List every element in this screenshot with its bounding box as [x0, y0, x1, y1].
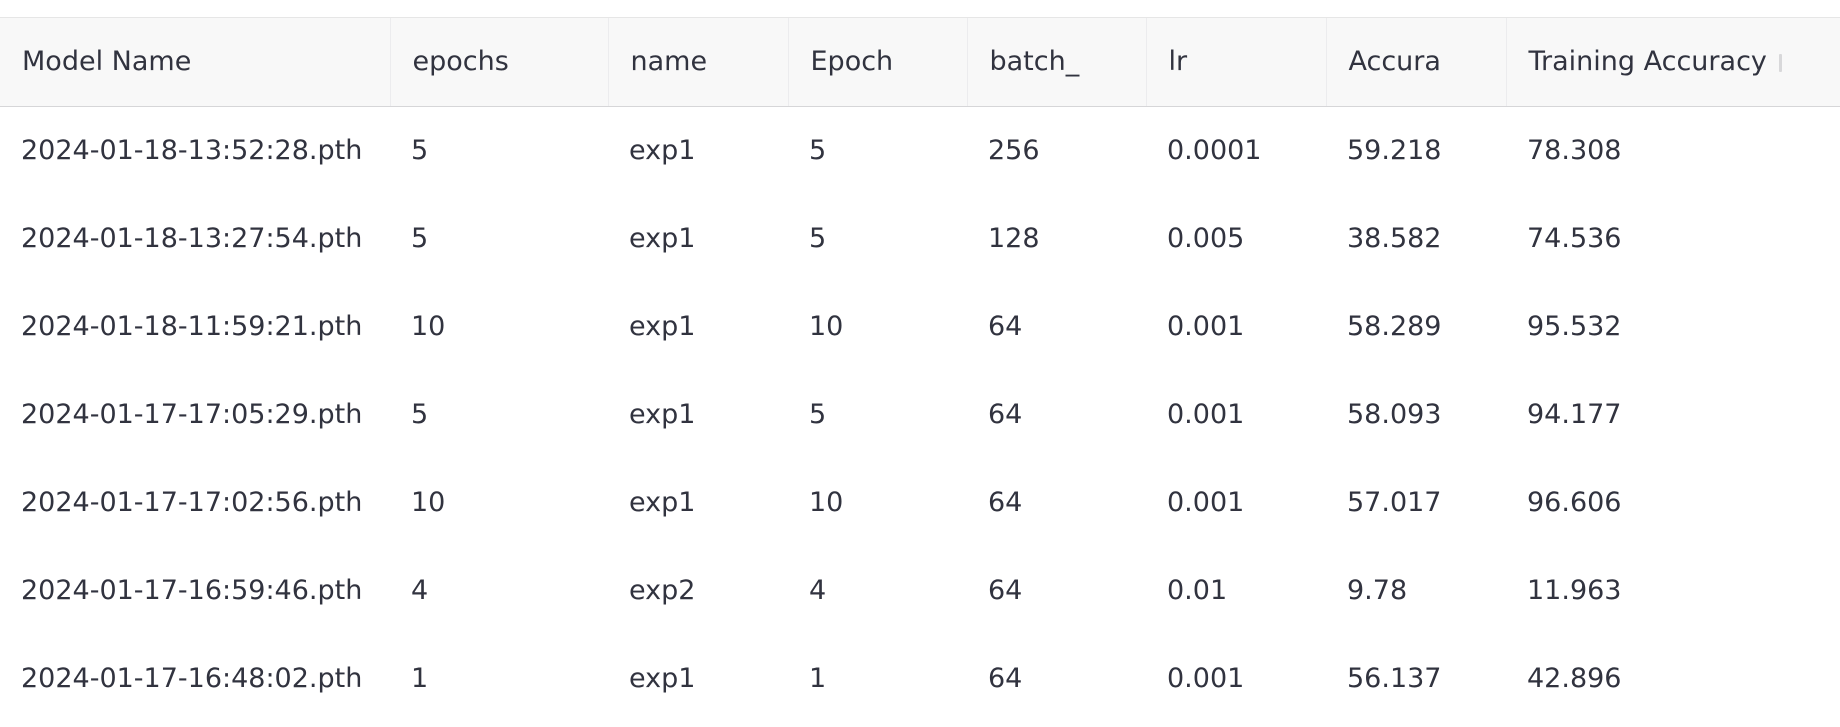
cell-name[interactable]: exp1: [629, 310, 696, 342]
column-header-epoch[interactable]: Epoch: [788, 18, 968, 107]
column-header-name[interactable]: name: [608, 18, 789, 107]
cell-model-name[interactable]: 2024-01-18-13:27:54.pth: [21, 222, 363, 254]
table-row[interactable]: 2024-01-18-13:27:54.pth 5 exp1 5 128 0.005 38.…: [0, 194, 1840, 282]
cell-accuracy[interactable]: 57.017: [1347, 486, 1442, 518]
cell-training-accuracy[interactable]: 96.606: [1527, 486, 1622, 518]
cell-epoch[interactable]: 5: [809, 134, 827, 166]
cell-model-name[interactable]: 2024-01-17-16:59:46.pth: [21, 574, 363, 606]
cell-lr[interactable]: 0.001: [1167, 310, 1245, 342]
cell-epochs[interactable]: 5: [411, 222, 429, 254]
table-header: Model Name epochs name Epoch batch_ lr A…: [0, 18, 1840, 107]
cell-batch[interactable]: 64: [988, 574, 1023, 606]
cell-name[interactable]: exp1: [629, 398, 696, 430]
cell-training-accuracy[interactable]: 78.308: [1527, 134, 1622, 166]
cell-model-name[interactable]: 2024-01-17-16:48:02.pth: [21, 662, 363, 694]
cell-batch[interactable]: 128: [988, 222, 1040, 254]
cell-training-accuracy[interactable]: 11.963: [1527, 574, 1622, 606]
cell-accuracy[interactable]: 58.093: [1347, 398, 1442, 430]
cell-training-accuracy[interactable]: 74.536: [1527, 222, 1622, 254]
cell-batch[interactable]: 64: [988, 398, 1023, 430]
cell-training-accuracy[interactable]: 42.896: [1527, 662, 1622, 694]
cell-name[interactable]: exp1: [629, 134, 696, 166]
cell-batch[interactable]: 256: [988, 134, 1040, 166]
cell-training-accuracy[interactable]: 95.532: [1527, 310, 1622, 342]
cell-batch[interactable]: 64: [988, 662, 1023, 694]
cell-epoch[interactable]: 1: [809, 662, 827, 694]
cell-accuracy[interactable]: 9.78: [1347, 574, 1408, 606]
cell-name[interactable]: exp2: [629, 574, 696, 606]
cell-accuracy[interactable]: 58.289: [1347, 310, 1442, 342]
header-row: Model Name epochs name Epoch batch_ lr A…: [0, 18, 1840, 107]
cell-epochs[interactable]: 10: [411, 310, 446, 342]
table-row[interactable]: 2024-01-17-16:48:02.pth 1 exp1 1 64 0.001 56.1…: [0, 634, 1840, 722]
cell-epoch[interactable]: 10: [809, 310, 844, 342]
table-row[interactable]: 2024-01-17-17:02:56.pth 10 exp1 10 64 0.001 57…: [0, 458, 1840, 546]
cell-epochs[interactable]: 5: [411, 398, 429, 430]
cell-epochs[interactable]: 5: [411, 134, 429, 166]
column-header-batch[interactable]: batch_: [967, 18, 1147, 107]
cell-lr[interactable]: 0.005: [1167, 222, 1245, 254]
cell-lr[interactable]: 0.001: [1167, 398, 1245, 430]
cell-training-accuracy[interactable]: 94.177: [1527, 398, 1622, 430]
cell-epochs[interactable]: 10: [411, 486, 446, 518]
cell-batch[interactable]: 64: [988, 310, 1023, 342]
column-header-label: Training Accuracy: [1528, 46, 1767, 78]
column-header-model-name[interactable]: Model Name: [0, 18, 391, 107]
cell-model-name[interactable]: 2024-01-17-17:05:29.pth: [21, 398, 363, 430]
cell-lr[interactable]: 0.01: [1167, 574, 1228, 606]
cell-name[interactable]: exp1: [629, 222, 696, 254]
cell-model-name[interactable]: 2024-01-17-17:02:56.pth: [21, 486, 363, 518]
data-table-container[interactable]: Model Name epochs name Epoch batch_ lr A…: [0, 17, 1840, 727]
cell-epoch[interactable]: 10: [809, 486, 844, 518]
cell-epochs[interactable]: 4: [411, 574, 429, 606]
cell-accuracy[interactable]: 56.137: [1347, 662, 1442, 694]
column-resize-handle[interactable]: [1778, 53, 1782, 72]
cell-accuracy[interactable]: 38.582: [1347, 222, 1442, 254]
table-row[interactable]: 2024-01-18-11:59:21.pth 10 exp1 10 64 0.001 58…: [0, 282, 1840, 370]
cell-epoch[interactable]: 4: [809, 574, 827, 606]
cell-epochs[interactable]: 1: [411, 662, 429, 694]
cell-accuracy[interactable]: 59.218: [1347, 134, 1442, 166]
column-header-epochs[interactable]: epochs: [390, 18, 609, 107]
table-row[interactable]: 2024-01-18-13:52:28.pth 5 exp1 5 256 0.0001 59…: [0, 106, 1840, 194]
cell-name[interactable]: exp1: [629, 486, 696, 518]
column-header-lr[interactable]: lr: [1146, 18, 1327, 107]
cell-epoch[interactable]: 5: [809, 222, 827, 254]
column-header-training-accuracy[interactable]: Training Accuracy: [1506, 18, 1840, 107]
cell-lr[interactable]: 0.001: [1167, 662, 1245, 694]
cell-model-name[interactable]: 2024-01-18-13:52:28.pth: [21, 134, 363, 166]
model-results-table: Model Name epochs name Epoch batch_ lr A…: [0, 18, 1840, 722]
cell-batch[interactable]: 64: [988, 486, 1023, 518]
cell-lr[interactable]: 0.0001: [1167, 134, 1262, 166]
cell-lr[interactable]: 0.001: [1167, 486, 1245, 518]
column-header-accuracy[interactable]: Accura: [1326, 18, 1507, 107]
table-row[interactable]: 2024-01-17-17:05:29.pth 5 exp1 5 64 0.001 58.0…: [0, 370, 1840, 458]
table-body: 2024-01-18-13:52:28.pth 5 exp1 5 256 0.0001 59…: [0, 106, 1840, 722]
cell-model-name[interactable]: 2024-01-18-11:59:21.pth: [21, 310, 363, 342]
cell-name[interactable]: exp1: [629, 662, 696, 694]
table-row[interactable]: 2024-01-17-16:59:46.pth 4 exp2 4 64 0.01 9.78 1…: [0, 546, 1840, 634]
cell-epoch[interactable]: 5: [809, 398, 827, 430]
